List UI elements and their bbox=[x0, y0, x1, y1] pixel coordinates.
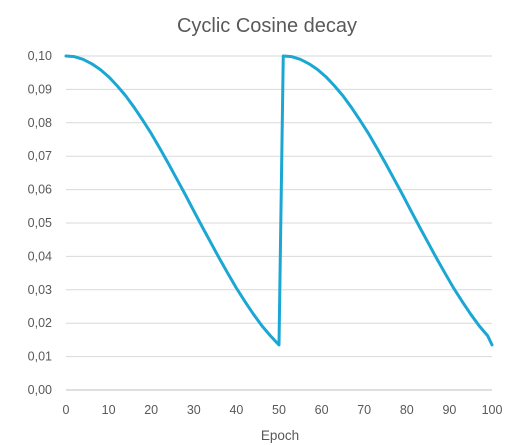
y-tick-label: 0,03 bbox=[28, 283, 52, 297]
y-tick-label: 0,07 bbox=[28, 149, 52, 163]
x-tick-label: 0 bbox=[63, 403, 70, 417]
x-axis-ticks: 0 10 20 30 40 50 60 70 80 90 100 bbox=[63, 403, 503, 417]
x-tick-label: 40 bbox=[229, 403, 243, 417]
x-tick-label: 60 bbox=[315, 403, 329, 417]
y-tick-label: 0,02 bbox=[28, 316, 52, 330]
x-axis-label: Epoch bbox=[261, 428, 299, 443]
y-tick-label: 0,06 bbox=[28, 183, 52, 197]
x-tick-label: 20 bbox=[144, 403, 158, 417]
x-tick-label: 100 bbox=[482, 403, 503, 417]
x-tick-label: 10 bbox=[102, 403, 116, 417]
series-line-0 bbox=[64, 54, 494, 347]
y-tick-label: 0,00 bbox=[28, 383, 52, 397]
y-tick-label: 0,05 bbox=[28, 216, 52, 230]
y-tick-label: 0,10 bbox=[28, 49, 52, 63]
x-tick-label: 70 bbox=[357, 403, 371, 417]
y-tick-label: 0,09 bbox=[28, 82, 52, 96]
x-tick-label: 50 bbox=[272, 403, 286, 417]
series-layer bbox=[64, 54, 494, 347]
x-tick-label: 90 bbox=[442, 403, 456, 417]
chart-title: Cyclic Cosine decay bbox=[177, 15, 357, 37]
y-tick-label: 0,04 bbox=[28, 249, 52, 263]
y-axis-ticks: 0,00 0,01 0,02 0,03 0,04 0,05 0,06 0,07 0,08 0,09… bbox=[28, 49, 52, 397]
y-tick-label: 0,08 bbox=[28, 116, 52, 130]
x-tick-label: 30 bbox=[187, 403, 201, 417]
y-tick-label: 0,01 bbox=[28, 350, 52, 364]
x-tick-label: 80 bbox=[400, 403, 414, 417]
